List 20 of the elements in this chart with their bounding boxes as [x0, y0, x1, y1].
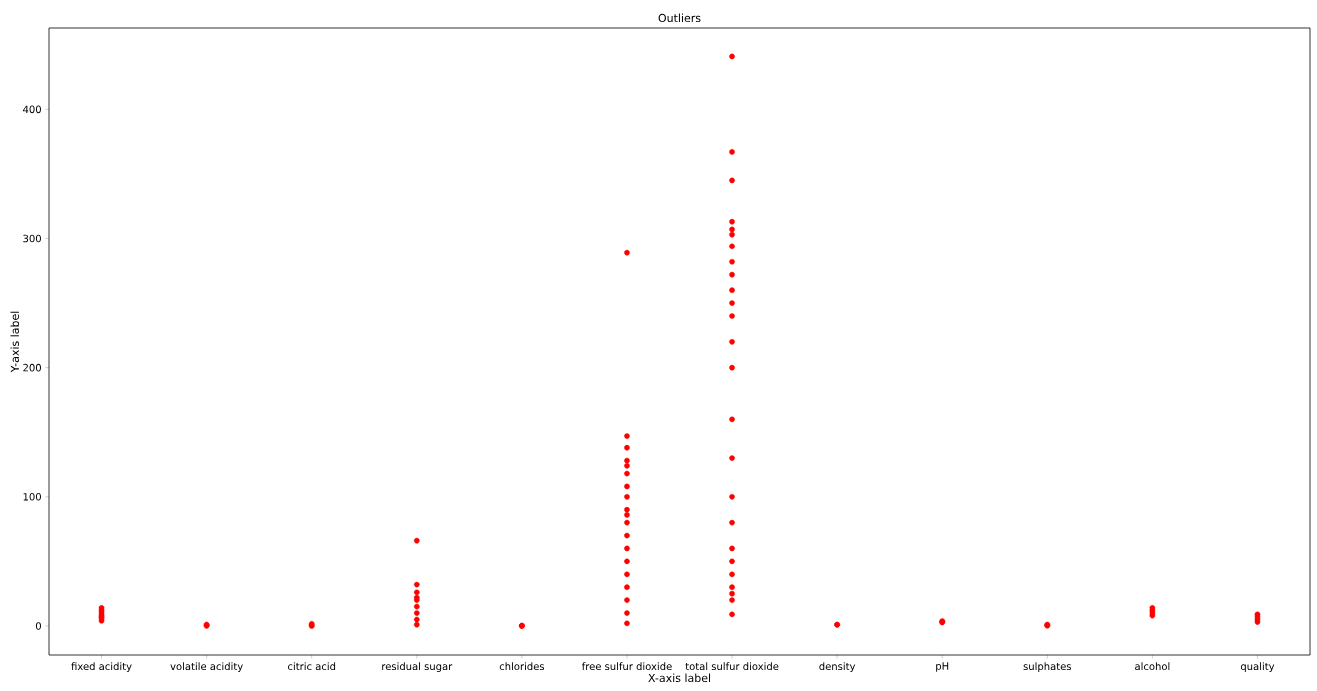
x-tick-label: residual sugar [382, 662, 453, 673]
y-tick-label: 200 [23, 363, 41, 372]
chart-title: Outliers [658, 13, 701, 23]
y-axis-title: Y-axis label [10, 311, 20, 373]
x-tick-label: density [819, 662, 856, 673]
y-tick-label: 100 [23, 493, 41, 501]
x-tick-label: quality [1240, 662, 1275, 673]
x-tick-label: pH [936, 662, 949, 672]
x-tick-label: fixed acidity [71, 662, 132, 673]
y-tick-label: 300 [23, 234, 41, 243]
x-tick-label: free sulfur dioxide [581, 662, 672, 671]
x-axis-title: X-axis label [648, 673, 711, 683]
x-tick-label: sulphates [1023, 662, 1072, 673]
x-tick-label: total sulfur dioxide [685, 662, 779, 671]
x-tick-label: volatile acidity [170, 662, 243, 673]
x-tick-label: chlorides [499, 662, 545, 671]
x-tick-label: citric acid [288, 662, 336, 671]
y-tick-label: 400 [23, 105, 41, 114]
x-tick-label: alcohol [1135, 662, 1170, 671]
y-tick-label: 0 [35, 622, 41, 630]
